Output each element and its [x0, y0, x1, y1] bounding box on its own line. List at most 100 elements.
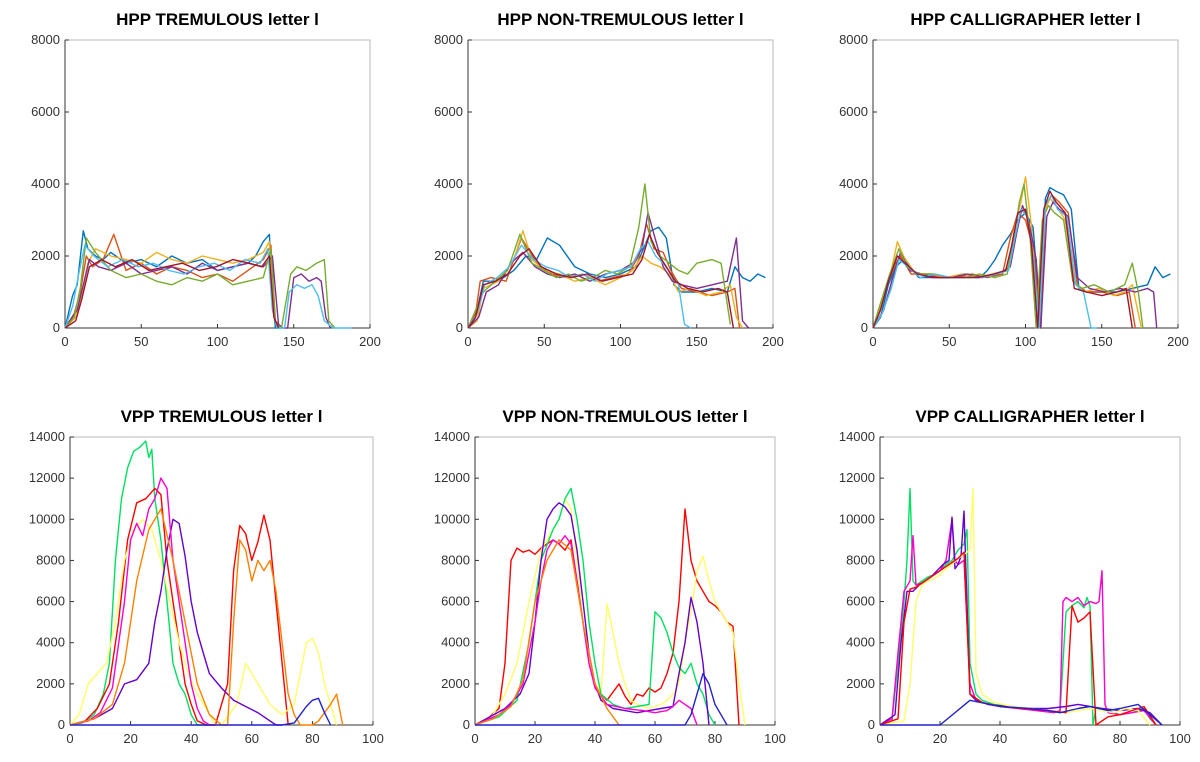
series-line-2	[879, 518, 1157, 726]
plot-frame	[69, 436, 374, 726]
y-tick-label: 0	[463, 717, 470, 732]
y-tick-label: 10000	[839, 511, 875, 526]
x-tick-label: 60	[1053, 731, 1067, 746]
x-tick-label: 50	[942, 334, 956, 349]
x-tick-label: 0	[66, 731, 73, 746]
x-tick-label: 80	[305, 731, 319, 746]
x-tick-label: 100	[207, 334, 229, 349]
series-line-1	[474, 508, 740, 726]
y-tick-label: 10000	[434, 511, 470, 526]
series-line-7	[64, 255, 280, 329]
y-tick-label: 8000	[434, 32, 463, 47]
y-tick-label: 4000	[434, 176, 463, 191]
series-line-7	[872, 190, 1133, 329]
series-line-6	[467, 240, 691, 329]
plot-area	[69, 436, 374, 726]
series-line-2	[474, 498, 746, 726]
x-tick-label: 40	[184, 731, 198, 746]
y-tick-label: 12000	[839, 470, 875, 485]
chart-title: HPP TREMULOUS letter l	[116, 10, 319, 29]
y-tick-label: 0	[861, 320, 868, 335]
y-tick-label: 2000	[839, 248, 868, 263]
chart-title: VPP CALLIGRAPHER letter l	[915, 407, 1144, 426]
series-line-1	[64, 230, 282, 329]
y-tick-label: 4000	[31, 176, 60, 191]
series-line-5	[879, 551, 1157, 726]
y-tick-label: 10000	[29, 511, 65, 526]
y-tick-label: 6000	[434, 104, 463, 119]
series-line-4	[64, 255, 332, 329]
chart-panel-6: VPP CALLIGRAPHER letter l 0 20 40 60 80 100 0 20…	[839, 407, 1191, 746]
x-tick-label: 150	[283, 334, 305, 349]
y-tick-label: 6000	[441, 594, 470, 609]
series-line-5	[872, 183, 1144, 329]
x-tick-label: 50	[134, 334, 148, 349]
y-tick-label: 8000	[36, 552, 65, 567]
y-tick-label: 2000	[31, 248, 60, 263]
series-line-5	[69, 477, 216, 726]
plot-area	[64, 39, 371, 329]
chart-panel-3: HPP CALLIGRAPHER letter l0 50 100 150 200020…	[839, 10, 1189, 349]
x-tick-label: 0	[876, 731, 883, 746]
y-tick-label: 2000	[434, 248, 463, 263]
y-tick-label: 6000	[839, 104, 868, 119]
plot-frame	[467, 39, 774, 329]
chart-panel-4: VPP TREMULOUS letter l 0 20 40 60 80 100 0 2000 4…	[29, 407, 384, 746]
y-tick-label: 8000	[31, 32, 60, 47]
x-tick-label: 150	[686, 334, 708, 349]
y-tick-label: 8000	[839, 32, 868, 47]
x-tick-label: 20	[933, 731, 947, 746]
series-line-5	[64, 237, 336, 329]
x-tick-label: 200	[1167, 334, 1189, 349]
chart-title: VPP NON-TREMULOUS letter l	[502, 407, 747, 426]
x-tick-label: 0	[471, 731, 478, 746]
x-tick-label: 40	[993, 731, 1007, 746]
y-tick-label: 0	[53, 320, 60, 335]
x-tick-label: 0	[464, 334, 471, 349]
series-line-4	[69, 518, 283, 726]
x-tick-label: 150	[1091, 334, 1113, 349]
y-tick-label: 4000	[36, 635, 65, 650]
y-tick-label: 14000	[29, 429, 65, 444]
x-tick-label: 100	[610, 334, 632, 349]
series-line-6	[64, 244, 352, 329]
y-tick-label: 12000	[29, 470, 65, 485]
series-line-3	[879, 510, 1163, 726]
y-tick-label: 6000	[31, 104, 60, 119]
series-line-4	[879, 487, 1151, 726]
y-tick-label: 2000	[846, 676, 875, 691]
y-tick-label: 0	[456, 320, 463, 335]
x-tick-label: 60	[245, 731, 259, 746]
plot-area	[467, 39, 774, 329]
x-tick-label: 0	[869, 334, 876, 349]
series-line-5	[467, 183, 731, 329]
y-tick-label: 14000	[434, 429, 470, 444]
y-tick-label: 8000	[846, 552, 875, 567]
y-tick-label: 4000	[846, 635, 875, 650]
chart-panel-2: HPP NON-TREMULOUS letter l0 50 100 150 20002…	[434, 10, 784, 349]
x-tick-label: 100	[764, 731, 786, 746]
series-line-1	[467, 226, 766, 329]
x-tick-label: 80	[1113, 731, 1127, 746]
x-tick-label: 200	[762, 334, 784, 349]
x-tick-label: 100	[1169, 731, 1191, 746]
chart-title: HPP CALLIGRAPHER letter l	[910, 10, 1140, 29]
series-line-6	[880, 699, 1163, 726]
y-tick-label: 6000	[846, 594, 875, 609]
y-tick-label: 14000	[839, 429, 875, 444]
chart-title: VPP TREMULOUS letter l	[121, 407, 323, 426]
chart-panel-1: HPP TREMULOUS letter l0 50 100 150 200020004…	[31, 10, 381, 349]
x-tick-label: 40	[588, 731, 602, 746]
x-tick-label: 50	[537, 334, 551, 349]
y-tick-label: 2000	[441, 676, 470, 691]
series-line-1	[879, 487, 1157, 726]
x-tick-label: 100	[362, 731, 384, 746]
x-tick-label: 20	[528, 731, 542, 746]
x-tick-label: 200	[359, 334, 381, 349]
series-line-7	[475, 672, 728, 726]
y-tick-label: 12000	[434, 470, 470, 485]
x-tick-label: 60	[648, 731, 662, 746]
series-line-7	[70, 697, 332, 726]
series-line-2	[69, 487, 289, 726]
